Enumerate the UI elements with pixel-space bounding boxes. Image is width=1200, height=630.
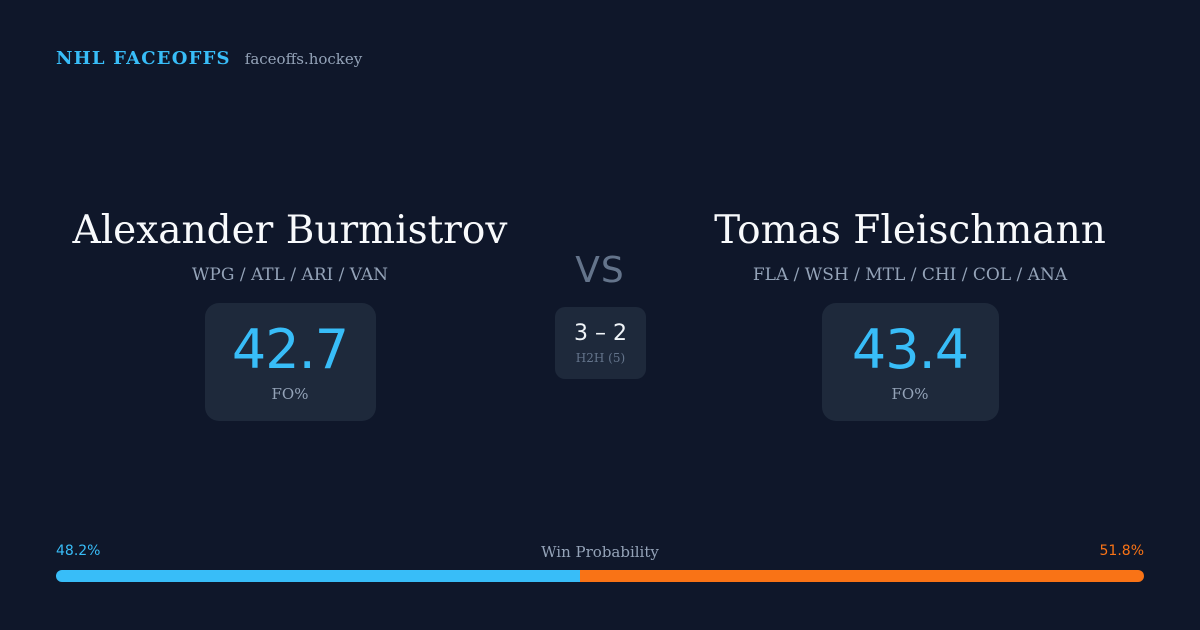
player-right-panel: Tomas Fleischmann FLA / WSH / MTL / CHI … (630, 205, 1190, 421)
win-probability-labels: 48.2% Win Probability 51.8% (56, 543, 1144, 563)
player-right-fo-value: 43.4 (851, 318, 969, 381)
brand-url: faceoffs.hockey (244, 50, 363, 68)
player-left-fo-label: FO% (271, 385, 309, 403)
h2h-score: 3 – 2 (574, 321, 627, 346)
player-left-panel: Alexander Burmistrov WPG / ATL / ARI / V… (10, 205, 570, 421)
h2h-label: H2H (5) (575, 351, 626, 365)
player-left-fo-value: 42.7 (231, 318, 349, 381)
player-left-name: Alexander Burmistrov (72, 208, 508, 253)
brand-name: NHL FACEOFFS (56, 48, 231, 69)
brand-header: NHL FACEOFFS faceoffs.hockey (56, 48, 362, 69)
win-probability-title: Win Probability (541, 543, 659, 561)
vs-label: VS (575, 250, 625, 291)
win-probability-bar (56, 570, 1144, 582)
player-right-name: Tomas Fleischmann (714, 208, 1106, 253)
win-probability-right-value: 51.8% (1099, 543, 1144, 559)
player-right-fo-label: FO% (891, 385, 929, 403)
win-probability-left-value: 48.2% (56, 543, 101, 559)
player-right-stat-card: 43.4 FO% (821, 303, 999, 421)
h2h-card: 3 – 2 H2H (5) (555, 307, 646, 379)
player-left-teams: WPG / ATL / ARI / VAN (191, 265, 389, 285)
win-probability-bar-left (56, 570, 581, 582)
win-probability-bar-right (580, 570, 1144, 582)
player-right-teams: FLA / WSH / MTL / CHI / COL / ANA (752, 265, 1068, 285)
player-left-stat-card: 42.7 FO% (204, 303, 376, 421)
